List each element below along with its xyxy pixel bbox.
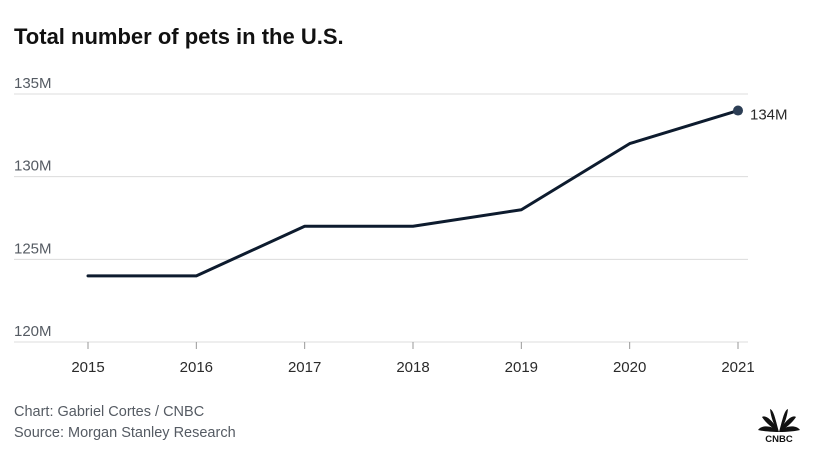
y-tick-label: 130M [14,158,52,175]
y-tick-label: 125M [14,240,52,257]
series [86,105,743,278]
x-tick-label: 2016 [180,359,213,376]
x-tick-label: 2018 [396,359,429,376]
series-line [86,109,740,278]
y-tick-labels: 120M 125M 130M 135M [14,75,52,340]
chart-credit: Chart: Gabriel Cortes / CNBC [14,404,205,420]
x-axis: 2015 2016 2017 2018 2019 2020 2021 [71,342,755,376]
x-tick-label: 2020 [613,359,646,376]
source-credit: Source: Morgan Stanley Research [14,425,236,441]
y-tick-label: 135M [14,75,52,92]
chart-title: Total number of pets in the U.S. [14,24,344,49]
x-tick-label: 2019 [505,359,538,376]
x-tick-label: 2021 [721,359,754,376]
y-tick-label: 120M [14,323,52,340]
x-tick-label: 2017 [288,359,321,376]
credits: Chart: Gabriel Cortes / CNBC Source: Mor… [14,402,236,444]
data-labels: 134M [750,107,788,124]
end-point [733,105,743,116]
end-value-label: 134M [750,107,788,124]
line-chart: 120M 125M 130M 135M 2015 2016 2017 2018 2019 202… [14,75,788,376]
x-tick-label: 2015 [71,359,104,376]
y-gridlines [14,93,748,343]
cnbc-peacock-icon: CNBC [758,409,800,444]
logo-text: CNBC [765,434,793,444]
